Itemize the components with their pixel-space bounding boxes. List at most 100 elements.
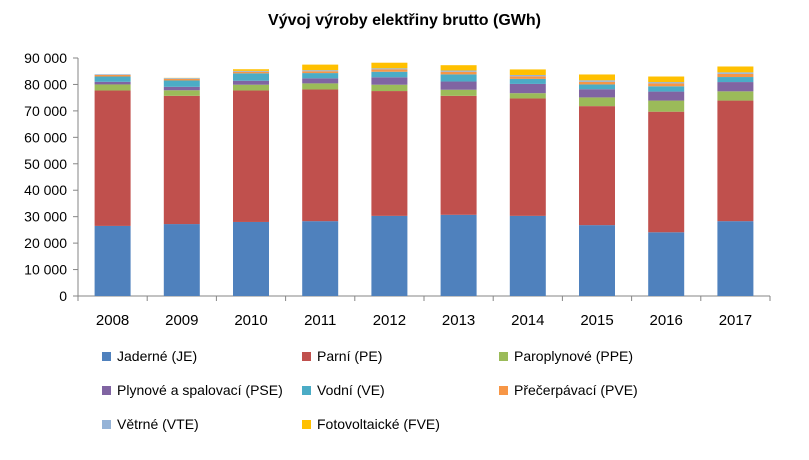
legend-label: Parní (PE) <box>317 348 383 364</box>
bar-segment <box>371 71 408 78</box>
bar-segment <box>371 84 408 92</box>
legend-item: Jaderné (JE) <box>102 348 197 364</box>
bar-segment <box>717 82 754 92</box>
bar-segment <box>371 215 408 296</box>
bar-segment <box>371 62 408 69</box>
legend-label: Plynové a spalovací (PSE) <box>117 382 283 398</box>
bar-segment <box>509 93 546 99</box>
bar-segment <box>717 100 754 222</box>
bar-segment <box>233 84 269 91</box>
bar-segment <box>717 91 754 101</box>
bar-segment <box>440 74 477 82</box>
bar-segment <box>233 70 269 72</box>
bar-segment <box>509 83 546 94</box>
x-tick-label: 2009 <box>165 312 198 329</box>
bar-segment <box>509 74 546 77</box>
legend-swatch <box>302 385 311 395</box>
bar-segment <box>233 90 269 222</box>
x-tick-label: 2015 <box>580 312 613 329</box>
y-tick-label: 80 000 <box>24 76 67 92</box>
bar-segment <box>302 83 339 90</box>
legend-swatch <box>102 385 111 395</box>
bar-segment <box>579 97 615 107</box>
bar-segment <box>163 78 200 81</box>
legend-item: Paroplynové (PPE) <box>499 348 633 364</box>
bar-segment <box>717 77 754 83</box>
bar-segment <box>648 86 685 92</box>
legend-item: Fotovoltaické (FVE) <box>302 416 440 432</box>
legend: Jaderné (JE) Parní (PE) Paroplynové (PPE) P… <box>102 348 782 458</box>
y-tick-label: 90 000 <box>24 50 67 66</box>
bar-segment <box>371 69 408 72</box>
bar-segment <box>648 111 685 233</box>
legend-item: Parní (PE) <box>302 348 382 364</box>
x-tick-label: 2012 <box>373 312 406 329</box>
legend-label: Fotovoltaické (FVE) <box>317 416 440 432</box>
y-tick-label: 10 000 <box>24 262 67 278</box>
bar-segment <box>717 221 754 296</box>
bar-segment <box>163 80 200 87</box>
bar-segment <box>440 70 477 72</box>
bar-segment <box>233 71 269 74</box>
bar-segment <box>440 65 477 71</box>
bar-segment <box>302 78 339 84</box>
x-tick-label: 2014 <box>511 312 544 329</box>
legend-label: Větrné (VTE) <box>117 416 199 432</box>
bar-segment <box>509 215 546 296</box>
bar-segment <box>302 71 339 74</box>
bar-segment <box>163 224 200 296</box>
bar-segment <box>509 98 546 216</box>
legend-item: Vodní (VE) <box>302 382 385 398</box>
bar-segment <box>579 80 615 82</box>
y-tick-label: 40 000 <box>24 182 67 198</box>
x-tick-label: 2016 <box>650 312 683 329</box>
bar-segment <box>579 225 615 296</box>
legend-label: Jaderné (JE) <box>117 348 198 364</box>
bar-segment <box>717 66 754 73</box>
legend-swatch <box>302 419 311 429</box>
y-tick-label: 70 000 <box>24 103 67 119</box>
x-tick-label: 2010 <box>234 312 267 329</box>
bar-segment <box>94 84 131 91</box>
bar-segment <box>648 100 685 112</box>
y-tick-label: 30 000 <box>24 209 67 225</box>
bar-segment <box>94 74 131 77</box>
x-tick-label: 2013 <box>442 312 475 329</box>
bar-segment <box>440 214 477 296</box>
legend-item: Plynové a spalovací (PSE) <box>102 382 283 398</box>
bar-segment <box>648 91 685 101</box>
legend-swatch <box>499 351 508 361</box>
bar-segment <box>579 89 615 98</box>
bar-segment <box>579 106 615 226</box>
bar-segment <box>302 73 339 79</box>
bar-segment <box>509 78 546 84</box>
bars-layer <box>94 62 754 296</box>
legend-label: Paroplynové (PPE) <box>514 348 634 364</box>
bar-segment <box>94 225 131 296</box>
legend-swatch <box>102 351 111 361</box>
bar-segment <box>648 83 685 87</box>
bar-segment <box>579 81 615 85</box>
bar-segment <box>440 71 477 75</box>
legend-label: Přečerpávací (PVE) <box>514 382 638 398</box>
bar-segment <box>717 72 754 74</box>
legend-item: Přečerpávací (PVE) <box>499 382 638 398</box>
bar-segment <box>648 82 685 84</box>
bar-segment <box>371 77 408 85</box>
chart-title: Vývoj výroby elektřiny brutto (GWh) <box>268 12 541 29</box>
bar-segment <box>302 221 339 296</box>
legend-label: Vodní (VE) <box>317 382 385 398</box>
bar-segment <box>94 81 131 85</box>
bar-segment <box>233 73 269 81</box>
bar-segment <box>163 90 200 96</box>
bar-segment <box>94 90 131 226</box>
stacked-bar-chart: 0 10 000 20 000 30 000 40 000 50 000 60 000 70 … <box>24 50 771 329</box>
bar-segment <box>371 68 408 70</box>
x-tick-label: 2017 <box>719 312 752 329</box>
bar-segment <box>94 74 131 75</box>
bar-segment <box>440 89 477 96</box>
bar-segment <box>163 86 200 91</box>
bar-segment <box>163 78 200 79</box>
ticks-layer: 0 10 000 20 000 30 000 40 000 50 000 60 000 70 … <box>24 50 752 329</box>
bar-segment <box>648 76 685 83</box>
